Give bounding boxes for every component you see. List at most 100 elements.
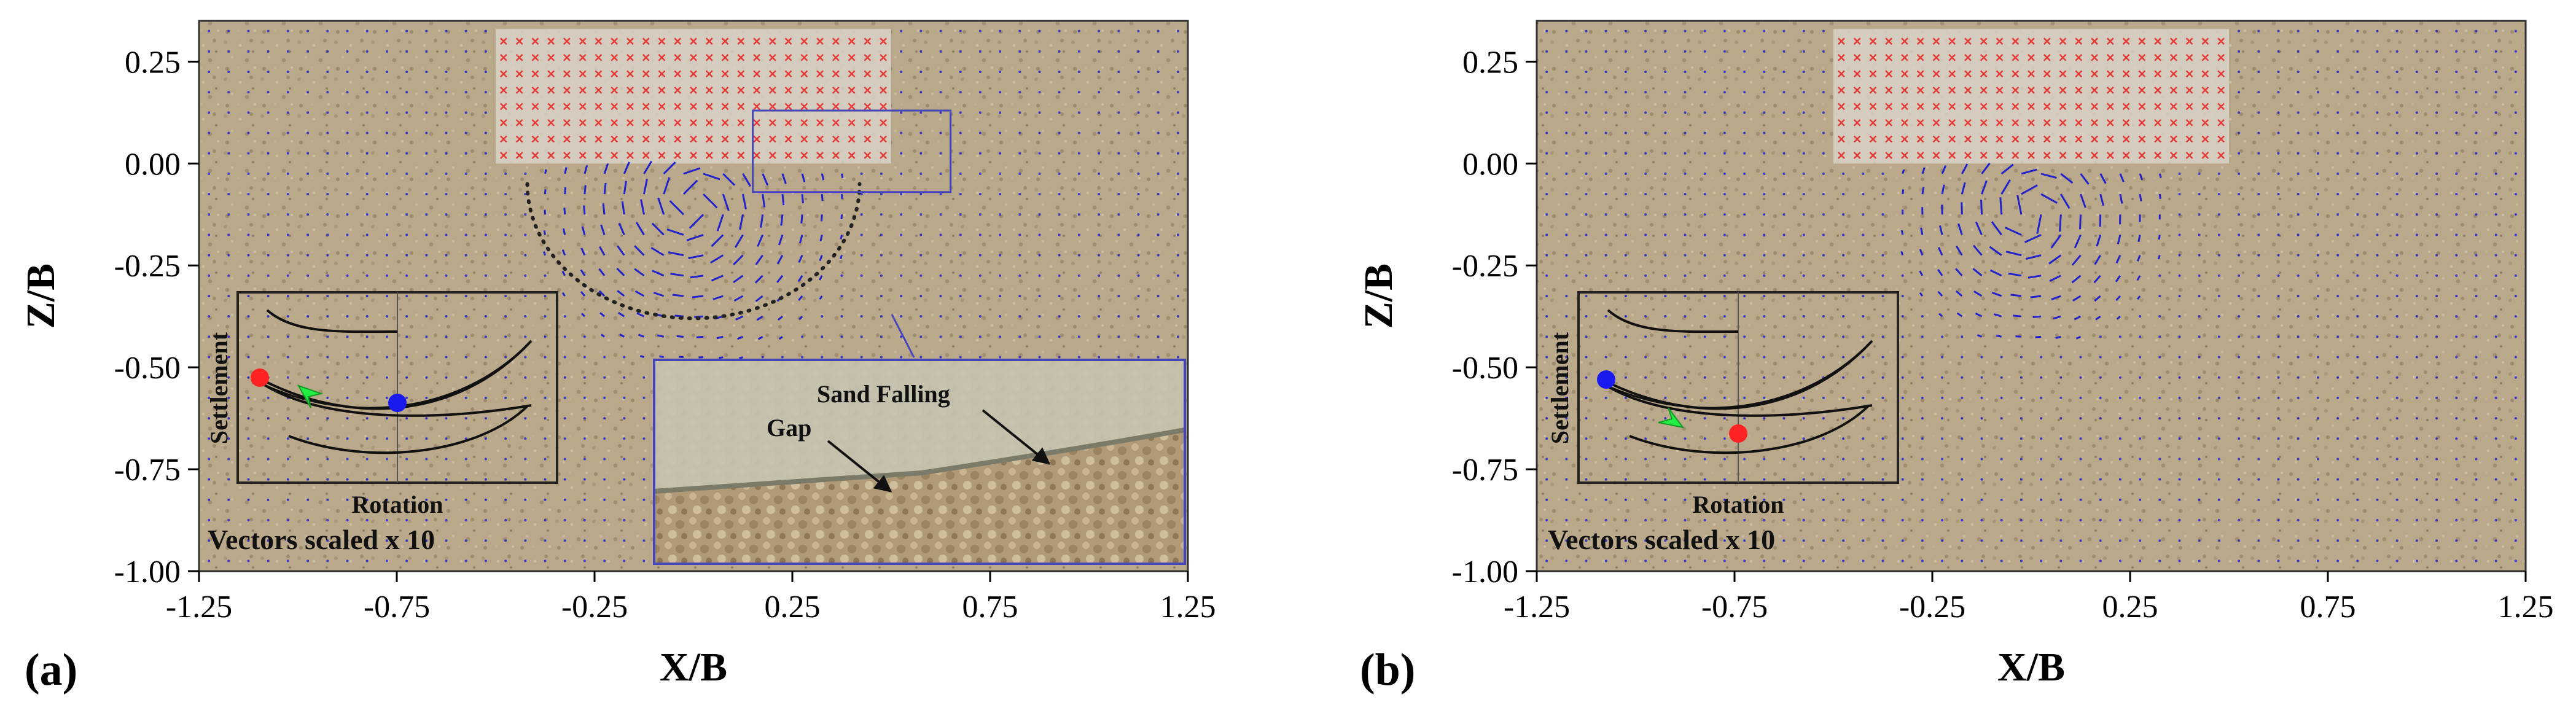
footing-marker <box>1869 70 1877 78</box>
vector-dot <box>2079 356 2082 359</box>
vector-dot <box>2158 396 2161 399</box>
vector-dot <box>2514 335 2517 338</box>
vector-dot <box>2198 437 2201 440</box>
footing-marker <box>2012 119 2020 127</box>
vector-dot <box>939 315 942 318</box>
vector <box>1941 184 1945 195</box>
vector-dot <box>1137 91 1140 94</box>
vector-dot <box>2198 295 2201 297</box>
vector-dot <box>1802 315 1805 318</box>
vector-dot <box>227 70 230 73</box>
footing-marker <box>563 53 571 61</box>
footing-marker <box>690 152 697 159</box>
footing-marker <box>547 70 555 78</box>
vector-dot <box>1545 91 1548 94</box>
footing-marker <box>880 37 888 45</box>
vector-dot <box>1822 519 1825 522</box>
vector-dot <box>365 111 369 114</box>
vector-dot <box>1018 254 1021 257</box>
vector-dot <box>385 417 388 420</box>
vector-dot <box>1862 193 1865 196</box>
vector-dot <box>306 233 310 236</box>
footing-marker <box>2169 152 2177 159</box>
vector-dot <box>1862 396 1865 399</box>
vector-dot <box>346 131 349 134</box>
vector-dot <box>208 437 211 440</box>
footing-marker <box>1853 103 1861 111</box>
vector-dot <box>1545 274 1548 277</box>
footing-marker <box>2154 119 2161 127</box>
vector-dot <box>2336 213 2340 216</box>
vector-dot <box>2395 315 2398 318</box>
vector-dot <box>2316 559 2319 563</box>
footing-marker <box>563 135 571 143</box>
vector-dot <box>2376 519 2379 522</box>
footing-marker <box>2091 119 2098 127</box>
vector-dot <box>2356 131 2359 134</box>
vector-dot <box>1941 539 1944 542</box>
vector-dot <box>1058 70 1061 73</box>
footing-marker <box>547 53 555 61</box>
footing-marker <box>1885 119 1893 127</box>
vector-dot <box>425 50 428 53</box>
footing-marker <box>2028 86 2035 94</box>
vector-dot <box>2356 152 2359 155</box>
vector-dot <box>2297 376 2300 379</box>
vector-dot <box>1802 539 1805 542</box>
vector-dot <box>1624 437 1627 440</box>
vector-dot <box>642 478 646 481</box>
vector-dot <box>286 437 289 440</box>
vector-dot <box>1763 356 1766 359</box>
footing-marker <box>626 53 634 61</box>
vector-dot <box>2336 396 2340 399</box>
vector-dot <box>1782 152 1786 155</box>
vector-dot <box>365 315 369 318</box>
vector-dot <box>1545 335 1548 338</box>
footing-marker <box>2043 53 2051 61</box>
vector-dot <box>2356 376 2359 379</box>
vector-dot <box>1961 396 1964 399</box>
footing-marker <box>737 135 745 143</box>
vector-dot <box>346 539 349 542</box>
vector-dot <box>2297 315 2300 318</box>
vector-dot <box>1881 559 1884 563</box>
vector-dot <box>2514 91 2517 94</box>
vector-dot <box>1644 50 1647 53</box>
vector-dot <box>2514 417 2517 420</box>
vector-dot <box>999 254 1002 257</box>
vector-dot <box>1018 91 1021 94</box>
vector-dot <box>425 29 428 33</box>
vector-dot <box>346 437 349 440</box>
vector-dot <box>2099 559 2102 563</box>
vector-dot <box>504 498 507 501</box>
vector-dot <box>2277 519 2280 522</box>
footing-marker <box>2059 135 2067 143</box>
vector-dot <box>1703 417 1706 420</box>
vector-dot <box>1098 213 1101 216</box>
vector <box>1977 334 1983 338</box>
vector-dot <box>2217 356 2220 359</box>
footing-marker <box>2075 103 2083 111</box>
footing-marker <box>768 53 776 61</box>
vector-dot <box>464 70 467 73</box>
vector-dot <box>365 152 369 155</box>
vector-dot <box>2040 376 2043 379</box>
vector-dot <box>1545 233 1548 236</box>
vector-dot <box>2198 519 2201 522</box>
vector-dot <box>227 376 230 379</box>
vector-dot <box>1684 437 1687 440</box>
vector-dot <box>504 356 507 359</box>
vector-dot <box>2040 396 2043 399</box>
footing-marker <box>2028 103 2035 111</box>
footing-marker <box>1885 70 1893 78</box>
vector <box>1938 225 1943 235</box>
vector-dot <box>1077 274 1080 277</box>
footing-marker <box>690 37 697 45</box>
vector-dot <box>563 376 566 379</box>
footing-marker <box>2043 152 2051 159</box>
vector-dot <box>267 131 270 134</box>
vector-dot <box>2238 111 2241 114</box>
vector-dot <box>2316 437 2319 440</box>
vector-dot <box>939 274 942 277</box>
footing-marker <box>737 152 745 159</box>
